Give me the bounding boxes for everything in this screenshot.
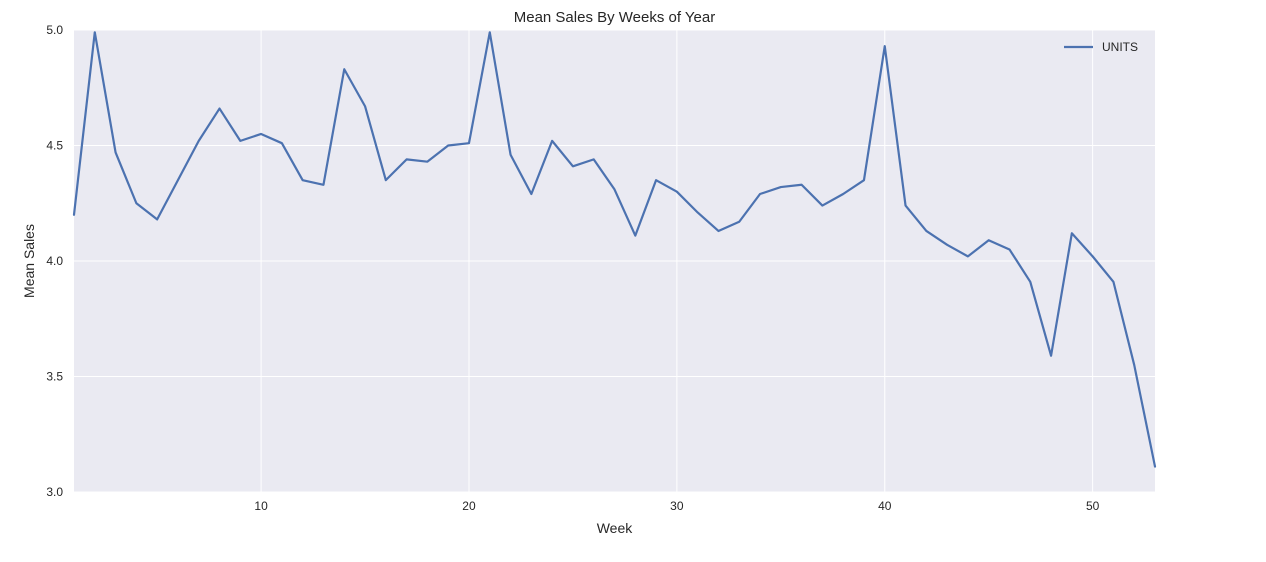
- y-axis-label: Mean Sales: [21, 224, 37, 298]
- x-tick-label: 50: [1086, 499, 1100, 513]
- y-tick-label: 4.5: [46, 139, 63, 153]
- legend-label-units: UNITS: [1102, 40, 1138, 54]
- x-tick-label: 40: [878, 499, 892, 513]
- series-layer: [72, 31, 1157, 468]
- grid-lines: [74, 29, 1155, 493]
- y-tick-label: 4.0: [46, 254, 63, 268]
- y-tick-label: 3.5: [46, 370, 63, 384]
- tick-labels: 10 20 30 40 50 3.0 3.5 4.0 4.5 5.0: [46, 23, 1099, 513]
- x-tick-label: 30: [670, 499, 684, 513]
- y-tick-label: 3.0: [46, 485, 63, 499]
- series-line-units: [72, 31, 1157, 468]
- legend: UNITS: [1064, 40, 1138, 54]
- x-tick-label: 10: [254, 499, 268, 513]
- x-axis-label: Week: [597, 520, 634, 536]
- chart-title: Mean Sales By Weeks of Year: [514, 9, 716, 26]
- x-tick-label: 20: [462, 499, 476, 513]
- y-tick-label: 5.0: [46, 23, 63, 37]
